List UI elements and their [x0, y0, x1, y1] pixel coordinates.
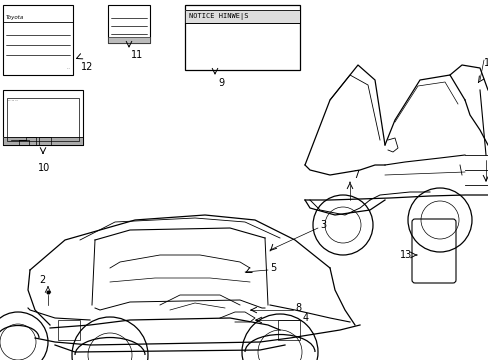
- Bar: [7, 98, 79, 141]
- Bar: [39, 137, 51, 145]
- Bar: [3, 5, 73, 75]
- Bar: [3, 137, 83, 145]
- Text: 11: 11: [131, 50, 143, 60]
- Text: -- -- --: -- -- --: [8, 98, 18, 102]
- Text: 10: 10: [38, 163, 50, 173]
- Bar: [108, 37, 150, 43]
- Text: 3: 3: [319, 220, 325, 230]
- Text: 12: 12: [81, 62, 93, 72]
- Bar: [3, 90, 83, 145]
- Text: 1: 1: [483, 58, 488, 68]
- Bar: [184, 10, 299, 23]
- Text: 5: 5: [269, 263, 276, 273]
- Bar: [184, 5, 299, 70]
- Bar: [108, 37, 150, 43]
- Text: 13: 13: [399, 250, 411, 260]
- Text: Toyota: Toyota: [6, 15, 24, 21]
- Text: ...: ...: [66, 66, 70, 70]
- Bar: [3, 137, 83, 145]
- Text: NOTICE HINWE|S: NOTICE HINWE|S: [189, 13, 248, 19]
- Bar: [184, 10, 299, 23]
- Text: 7: 7: [352, 170, 359, 180]
- Text: 9: 9: [218, 78, 224, 88]
- Bar: [108, 5, 150, 43]
- Text: 2: 2: [39, 275, 45, 285]
- Text: 6: 6: [486, 195, 488, 205]
- Bar: [278, 320, 299, 340]
- Text: 8: 8: [294, 303, 301, 313]
- Bar: [58, 320, 80, 340]
- Text: 4: 4: [303, 313, 308, 323]
